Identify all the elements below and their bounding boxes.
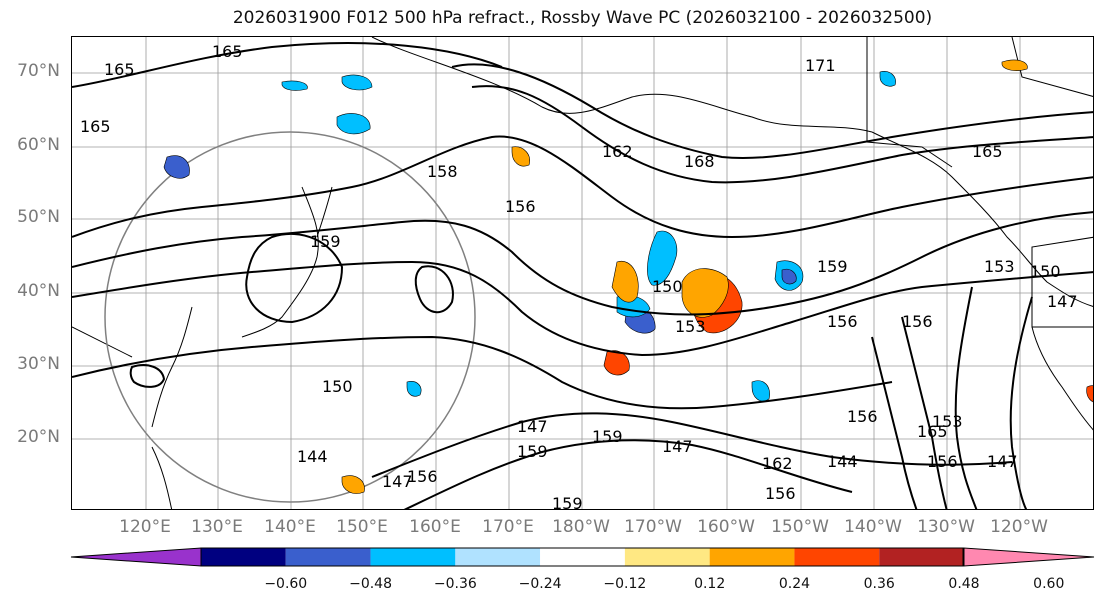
colorbar-extend-high: [963, 547, 1095, 567]
colorbar-segment: [370, 548, 456, 566]
contour-label: 153: [984, 257, 1015, 276]
colorbar-extend-low: [70, 547, 202, 567]
colorbar-segment: [201, 548, 286, 566]
lon-label: 160°E: [409, 517, 461, 537]
colorbar-segment: [455, 548, 541, 566]
contour-label: 147: [1047, 292, 1078, 311]
map-canvas: 165 165 165 171 168 162 158 156 159 153 …: [72, 37, 1093, 510]
colorbar: [70, 547, 1095, 567]
contour-label: 144: [827, 452, 858, 471]
lon-label: 140°E: [264, 517, 316, 537]
contour-label: 168: [684, 152, 715, 171]
colorbar-segment: [709, 548, 795, 566]
lon-label: 160°W: [697, 517, 755, 537]
contour-label: 150: [652, 277, 683, 296]
wave-packet-circle: [104, 131, 476, 503]
geopotential-contours: [72, 42, 1093, 509]
colorbar-segment: [285, 548, 371, 566]
contour-label: 156: [407, 467, 438, 486]
lon-label: 150°W: [771, 517, 829, 537]
contour-label: 156: [827, 312, 858, 331]
colorbar-segment: [624, 548, 710, 566]
contour-label: 171: [805, 56, 836, 75]
colorbar-tick-label: 0.60: [1033, 576, 1065, 592]
contour-label: 159: [592, 427, 623, 446]
lon-label: 170°W: [624, 517, 682, 537]
colorbar-tick-label: −0.24: [518, 576, 562, 592]
lat-label: 70°N: [17, 61, 60, 81]
contour-label: 156: [765, 484, 796, 503]
lon-label: 170°E: [482, 517, 534, 537]
lat-label: 20°N: [17, 427, 60, 447]
colorbar-tick-label: 0.12: [694, 576, 726, 592]
colorbar-tick-label: −0.48: [349, 576, 392, 592]
contour-labels: 165 165 165 171 168 162 158 156 159 153 …: [80, 42, 1078, 510]
contour-label: 153: [932, 412, 963, 431]
colorbar-segment: [794, 548, 880, 566]
colorbar-segment: [540, 548, 625, 566]
contour-label: 147: [987, 452, 1018, 471]
lat-label: 30°N: [17, 354, 60, 374]
plot-title: 2026031900 F012 500 hPa refract., Rossby…: [232, 8, 933, 28]
lat-label: 60°N: [17, 135, 60, 155]
contour-label: 144: [297, 447, 328, 466]
colorbar-tick-label: −0.36: [433, 576, 477, 592]
contour-label: 150: [322, 377, 353, 396]
lon-label: 150°E: [336, 517, 388, 537]
contour-label: 165: [212, 42, 243, 61]
contour-label: 165: [972, 142, 1003, 161]
contour-label: 156: [902, 312, 933, 331]
contour-label: 156: [505, 197, 536, 216]
contour-label: 156: [927, 452, 958, 471]
contour-label: 156: [847, 407, 878, 426]
colorbar-tick-label: 0.48: [948, 576, 980, 592]
contour-label: 162: [762, 454, 793, 473]
contour-label: 165: [104, 60, 135, 79]
contour-label: 159: [310, 232, 341, 251]
lon-label: 140°W: [844, 517, 902, 537]
colorbar-segments: [70, 547, 1095, 567]
map-panel: 165 165 165 171 168 162 158 156 159 153 …: [71, 36, 1094, 510]
colorbar-tick-label: −0.12: [603, 576, 647, 592]
contour-label: 165: [917, 422, 948, 441]
contour-label: 159: [552, 494, 583, 510]
contour-label: 165: [80, 117, 111, 136]
lon-label: 180°W: [552, 517, 610, 537]
contour-label: 147: [382, 472, 413, 491]
contour-label: 159: [817, 257, 848, 276]
lat-label: 40°N: [17, 281, 60, 301]
contour-label: 159: [517, 442, 548, 461]
lon-label: 120°W: [990, 517, 1048, 537]
lon-label: 120°E: [119, 517, 171, 537]
contour-label: 158: [427, 162, 458, 181]
lon-label: 130°W: [917, 517, 975, 537]
colorbar-tick-label: 0.24: [778, 576, 811, 592]
colorbar-tick-label: −0.60: [264, 576, 308, 592]
lon-label: 130°E: [191, 517, 243, 537]
colorbar-segment: [879, 548, 964, 566]
contour-label: 162: [602, 142, 633, 161]
contour-label: 150: [1030, 262, 1061, 281]
contour-label: 147: [517, 417, 548, 436]
contour-label: 147: [662, 437, 693, 456]
contour-label: 153: [675, 317, 706, 336]
lat-label: 50°N: [17, 207, 60, 227]
colorbar-tick-label: 0.36: [863, 576, 895, 592]
